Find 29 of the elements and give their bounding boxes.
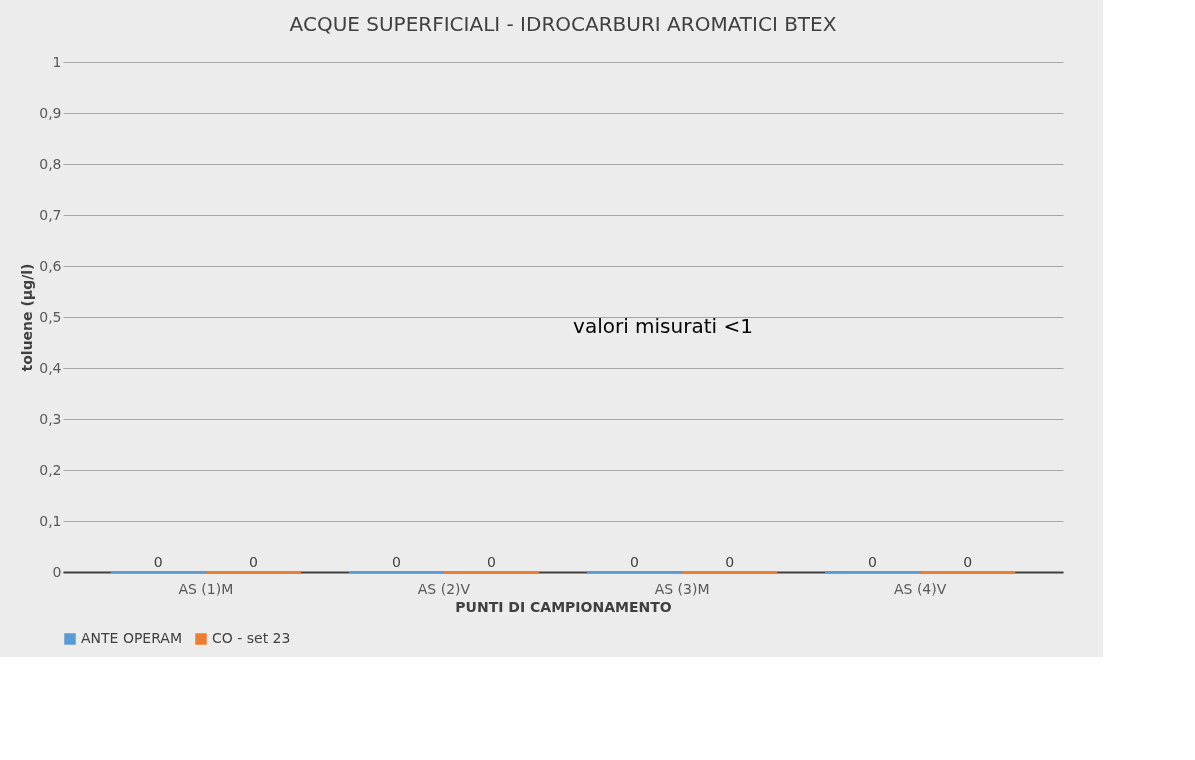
x-tick-label: AS (2)V: [417, 580, 471, 597]
legend-label: ANTE OPERAM: [81, 630, 183, 646]
y-tick-label: 1: [52, 53, 62, 70]
y-tick-label: 0,8: [39, 155, 62, 172]
x-axis-title: PUNTI DI CAMPIONAMENTO: [455, 598, 672, 615]
data-label: 0: [153, 554, 163, 570]
y-axis-title: toluene (µg/l): [19, 263, 36, 372]
data-label: 0: [391, 554, 401, 570]
y-tick-label: 0,1: [39, 512, 62, 529]
y-tick-label: 0,4: [39, 359, 62, 376]
x-tick-label: AS (1)M: [178, 580, 234, 597]
annotation: valori misurati <1: [573, 314, 753, 339]
data-label: 0: [725, 554, 735, 570]
data-label: 0: [487, 554, 497, 570]
y-tick-label: 0,5: [39, 308, 62, 325]
y-tick-label: 0,9: [39, 104, 62, 121]
y-tick-label: 0,2: [39, 461, 62, 478]
y-tick-label: 0,3: [39, 410, 62, 427]
data-label: 0: [249, 554, 258, 570]
x-tick-label: AS (4)V: [893, 580, 947, 597]
data-label: 0: [868, 554, 877, 570]
data-label: 0: [963, 554, 973, 570]
legend-label: CO - set 23: [212, 630, 291, 646]
y-tick-label: 0,7: [39, 206, 62, 223]
x-tick-label: AS (3)M: [654, 580, 710, 597]
y-tick-label: 0: [52, 563, 62, 580]
data-label: 0: [629, 554, 639, 570]
chart-title: ACQUE SUPERFICIALI - IDROCARBURI AROMATICI BTEX: [289, 12, 837, 36]
y-tick-label: 0,6: [39, 257, 62, 274]
